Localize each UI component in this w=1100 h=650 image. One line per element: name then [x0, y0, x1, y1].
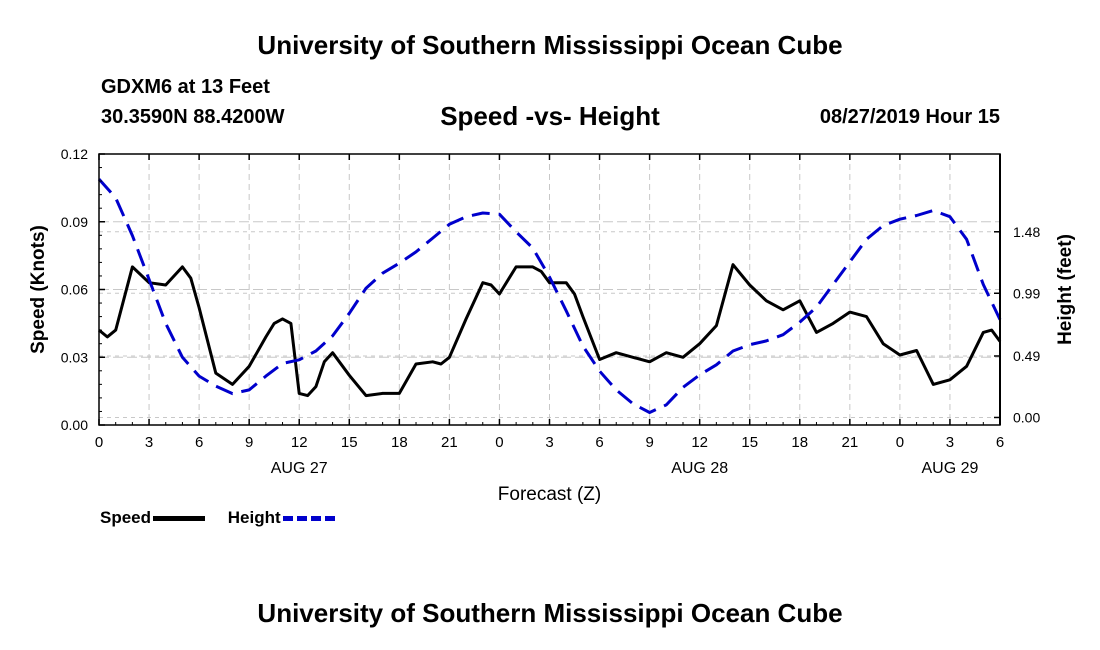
page-title: University of Southern Mississippi Ocean…	[257, 30, 843, 60]
x-tick-label: 6	[996, 434, 1004, 451]
x-tick-label: 0	[495, 434, 503, 451]
x-tick-label: 9	[245, 434, 253, 451]
forecast-datetime: 08/27/2019 Hour 15	[819, 106, 1000, 128]
x-tick-label: 15	[741, 434, 758, 451]
date-label: AUG 27	[271, 460, 328, 477]
x-tick-label: 18	[791, 434, 808, 451]
chart-title: Speed -vs- Height	[440, 101, 660, 131]
legend-swatch-height	[282, 515, 335, 521]
x-tick-label: 21	[841, 434, 858, 451]
x-tick-label: 21	[441, 434, 458, 451]
y2-axis-title: Height (feet)	[1055, 234, 1076, 345]
x-axis-title: Forecast (Z)	[498, 484, 601, 505]
date-label: AUG 29	[921, 460, 978, 477]
y2-tick-label: 0.49	[1013, 348, 1040, 364]
y-tick-label: 0.00	[61, 417, 88, 433]
x-tick-label: 18	[391, 434, 408, 451]
y2-tick-label: 0.00	[1013, 409, 1040, 425]
x-tick-label: 3	[545, 434, 553, 451]
series-line-speed	[98, 263, 1002, 398]
y2-tick-label: 1.48	[1013, 224, 1040, 240]
legend-label-height: Height	[227, 508, 281, 527]
legend-label-speed: Speed	[100, 508, 152, 527]
y-tick-label: 0.09	[61, 214, 88, 230]
x-tick-label: 6	[595, 434, 603, 451]
legend: Speed Height	[100, 508, 353, 528]
coordinates-label: 30.3590N 88.4200W	[101, 106, 285, 128]
x-tick-label: 12	[691, 434, 708, 451]
legend-item-speed: Speed	[100, 508, 206, 528]
footer-title: University of Southern Mississippi Ocean…	[257, 598, 843, 628]
station-label: GDXM6 at 13 Feet	[101, 76, 270, 98]
x-tick-label: 3	[946, 434, 954, 451]
y-tick-label: 0.03	[61, 349, 88, 365]
legend-item-height: Height	[228, 508, 335, 528]
x-tick-label: 12	[291, 434, 308, 451]
y-tick-label: 0.06	[61, 282, 88, 298]
x-tick-label: 3	[145, 434, 153, 451]
legend-swatch-speed	[153, 515, 206, 521]
x-tick-label: 0	[896, 434, 904, 451]
y-axis-title: Speed (Knots)	[28, 225, 49, 354]
x-tick-label: 6	[195, 434, 203, 451]
y-tick-label: 0.12	[61, 146, 88, 162]
x-tick-label: 0	[95, 434, 103, 451]
x-tick-label: 9	[645, 434, 653, 451]
date-label: AUG 28	[671, 460, 728, 477]
series-line-height	[97, 178, 1002, 414]
x-tick-label: 15	[341, 434, 358, 451]
y2-tick-label: 0.99	[1013, 285, 1040, 301]
